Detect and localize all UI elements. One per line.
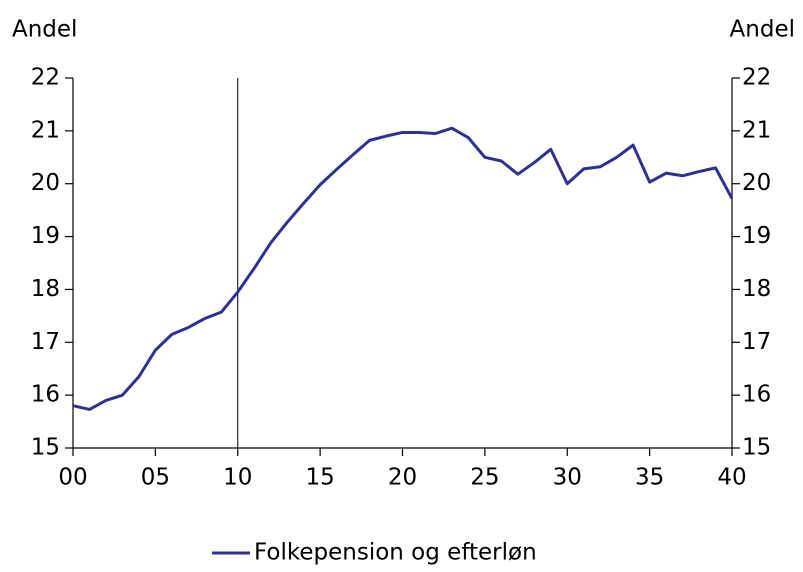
- y2-tick-label: 20: [742, 170, 771, 196]
- y2-tick-label: 21: [742, 117, 771, 143]
- y2-tick-label: 22: [742, 65, 771, 91]
- legend-label: Folkepension og efterløn: [254, 540, 537, 566]
- y2-tick-label: 18: [742, 276, 771, 302]
- x-tick-label: 20: [388, 465, 417, 491]
- x-tick-label: 25: [470, 465, 499, 491]
- x-tick-label: 10: [223, 465, 252, 491]
- y-axis-label: Andel: [12, 17, 77, 43]
- y-tick-label: 19: [31, 223, 60, 249]
- y-tick-label: 16: [31, 382, 60, 408]
- x-tick-label: 35: [635, 465, 664, 491]
- y-tick-label: 15: [31, 435, 60, 461]
- y2-tick-label: 15: [742, 435, 771, 461]
- y-tick-label: 20: [31, 170, 60, 196]
- y-tick-label: 18: [31, 276, 60, 302]
- y-tick-label: 17: [31, 329, 60, 355]
- y2-axis-label: Andel: [730, 17, 795, 43]
- y2-tick-label: 16: [742, 382, 771, 408]
- y2-tick-label: 17: [742, 329, 771, 355]
- y-tick-label: 22: [31, 65, 60, 91]
- x-tick-label: 00: [58, 465, 87, 491]
- x-tick-label: 15: [305, 465, 334, 491]
- x-tick-label: 40: [717, 465, 746, 491]
- x-tick-label: 30: [553, 465, 582, 491]
- x-tick-label: 05: [141, 465, 170, 491]
- series-line: [72, 126, 734, 411]
- y-tick-label: 21: [31, 117, 60, 143]
- y2-tick-label: 19: [742, 223, 771, 249]
